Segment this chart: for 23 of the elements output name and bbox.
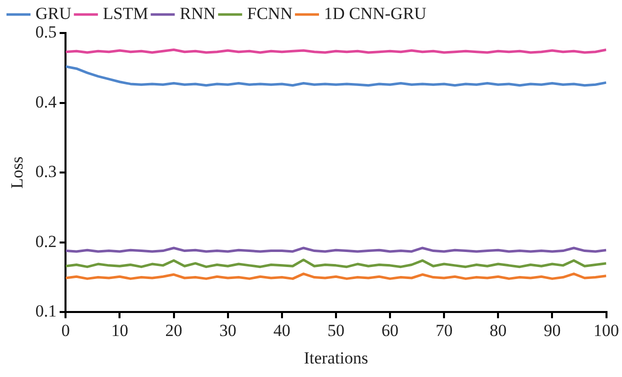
x-tick-label: 30 <box>219 320 236 340</box>
x-tick-label: 50 <box>327 320 344 340</box>
legend-label: 1D CNN-GRU <box>324 4 426 23</box>
x-axis-title: Iterations <box>304 348 368 368</box>
legend-label: RNN <box>180 4 216 23</box>
y-tick-label: 0.4 <box>35 92 58 112</box>
legend-label: FCNN <box>247 4 292 23</box>
x-tick-label: 10 <box>111 320 128 340</box>
x-tick-label: 70 <box>436 320 453 340</box>
y-tick-label: 0.5 <box>35 22 57 42</box>
legend-label: LSTM <box>102 4 148 23</box>
legend-label: GRU <box>36 4 72 23</box>
y-axis-title: Loss <box>8 156 27 189</box>
x-tick-label: 60 <box>382 320 399 340</box>
x-tick-label: 100 <box>594 320 619 340</box>
x-tick-label: 0 <box>61 320 70 340</box>
y-tick-label: 0.2 <box>35 232 57 251</box>
x-tick-label: 20 <box>165 320 182 340</box>
x-tick-label: 90 <box>544 320 561 340</box>
y-tick-label: 0.1 <box>35 302 57 321</box>
y-tick-label: 0.3 <box>35 162 57 182</box>
x-tick-label: 80 <box>490 320 507 340</box>
x-tick-label: 40 <box>273 320 290 340</box>
